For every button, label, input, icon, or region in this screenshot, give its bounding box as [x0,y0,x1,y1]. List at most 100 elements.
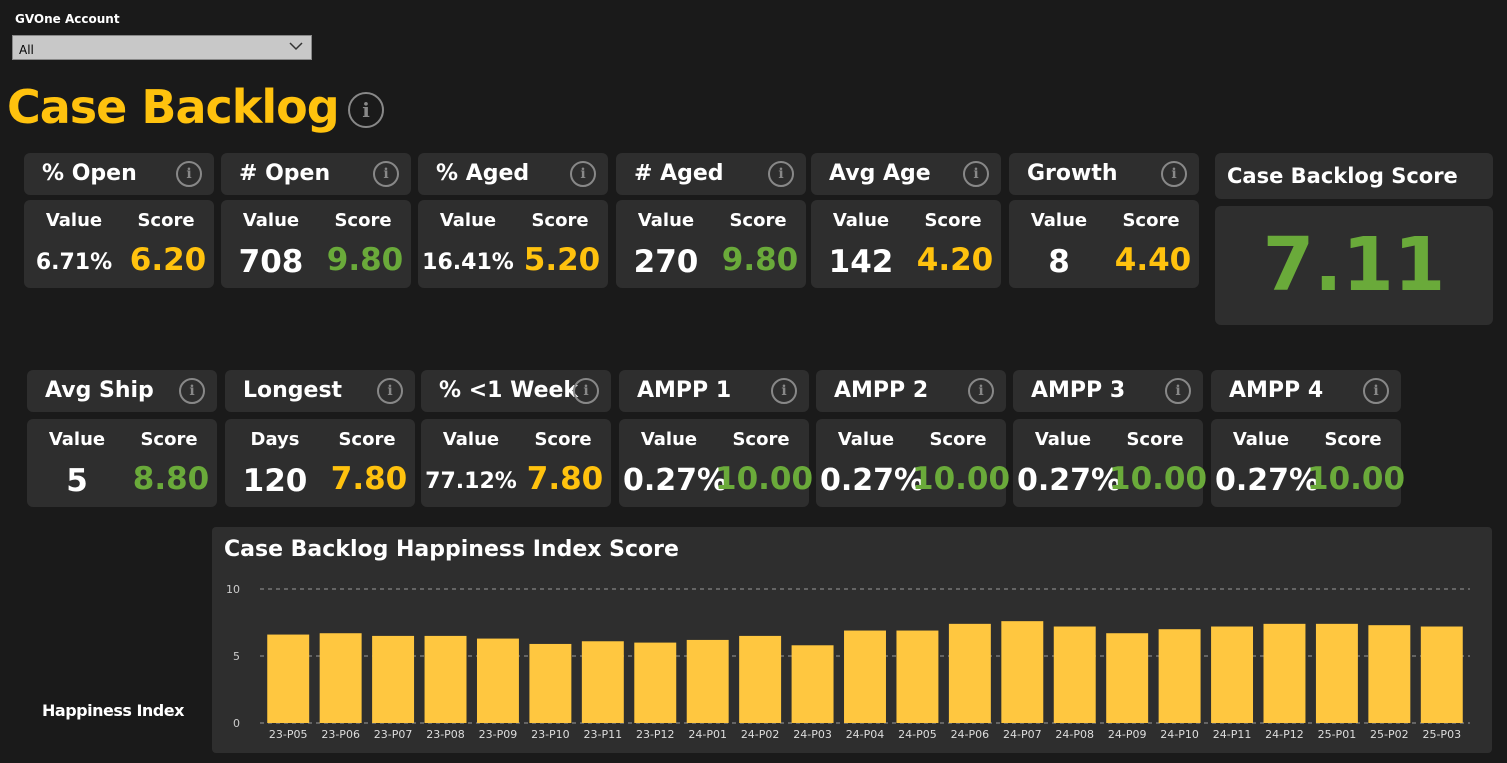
metric-title: AMPP 2 [834,378,929,403]
y-tick-label: 0 [233,717,240,730]
metric-card: Value Score 8 4.40 [1009,200,1199,288]
x-tick-label: 23-P08 [426,728,465,741]
metric-title: AMPP 3 [1031,378,1126,403]
chart-bar[interactable] [267,634,310,723]
metric-col2-label: Score [140,429,198,450]
metric-value: 142 [828,244,894,280]
info-icon[interactable]: i [179,378,205,404]
metric-score: 10.00 [715,461,814,497]
chart-bar[interactable] [1368,625,1411,723]
metric-header: % <1 Week i [421,370,611,412]
metric-header: Longest i [225,370,415,412]
metric-header: AMPP 1 i [619,370,809,412]
metric-header: Avg Age i [811,153,1001,195]
account-filter-dropdown[interactable]: All [12,35,312,60]
chart-bar[interactable] [739,635,782,723]
backlog-score-card: 7.11 [1215,206,1493,325]
metric-col2-label: Score [334,210,392,231]
metric-score: 10.00 [1307,461,1406,497]
y-tick-label: 5 [233,650,240,663]
metric-col2-label: Score [531,210,589,231]
metric-col1-label: Value [439,210,497,231]
metric-value: 0.27% [1017,463,1122,498]
metric-header: % Aged i [418,153,608,195]
info-icon[interactable]: i [373,161,399,187]
chart-bar[interactable] [686,639,729,723]
metric-card: Value Score 0.27% 10.00 [816,419,1010,507]
metric-col2-label: Score [1122,210,1180,231]
chart-bar[interactable] [1158,629,1201,723]
chart-bar[interactable] [581,641,624,723]
metric-col2-label: Score [534,429,592,450]
metric-header: # Aged i [616,153,806,195]
metric-score: 5.20 [523,242,601,278]
chart-bar[interactable] [1053,626,1096,723]
chart-bar[interactable] [1106,633,1149,723]
metric-header: AMPP 2 i [816,370,1006,412]
chart-bar[interactable] [529,643,572,723]
chart-bar[interactable] [791,645,834,723]
x-tick-label: 24-P02 [741,728,780,741]
info-icon[interactable]: i [768,161,794,187]
info-icon[interactable]: i [1363,378,1389,404]
x-tick-label: 23-P05 [269,728,308,741]
metric-card: Value Score 6.71% 6.20 [24,200,214,288]
info-icon[interactable]: i [570,161,596,187]
x-tick-label: 23-P06 [321,728,360,741]
metric-score: 4.20 [916,242,994,278]
metric-value: 0.27% [1215,463,1320,498]
info-icon[interactable]: i [1165,378,1191,404]
info-icon[interactable]: i [963,161,989,187]
info-icon[interactable]: i [176,161,202,187]
metric-title: AMPP 1 [637,378,732,403]
account-filter-label: GVOne Account [15,12,120,26]
metric-col1-label: Value [637,210,695,231]
info-icon[interactable]: i [771,378,797,404]
chart-bar[interactable] [896,630,939,723]
metric-value: 5 [66,463,88,499]
metric-card: Value Score 142 4.20 [811,200,1001,288]
chart-bar[interactable] [372,635,415,723]
chart-bar[interactable] [844,630,886,723]
chart-bar[interactable] [1420,626,1463,723]
metric-col1-label: Value [1030,210,1088,231]
x-tick-label: 24-P12 [1265,728,1304,741]
metric-col2-label: Score [924,210,982,231]
info-icon[interactable]: i [573,378,599,404]
metric-col1-label: Value [1034,429,1092,450]
chart-bar[interactable] [424,635,467,723]
happiness-index-label: Happiness Index [42,701,184,720]
metric-title: Growth [1027,161,1118,186]
metric-card: Value Score 77.12% 7.80 [421,419,611,507]
metric-value: 0.27% [820,463,925,498]
info-icon[interactable]: i [377,378,403,404]
chart-bar[interactable] [1315,623,1358,723]
chart-title: Case Backlog Happiness Index Score [224,537,679,562]
metric-value: 0.27% [623,463,728,498]
chart-bar[interactable] [1001,621,1044,723]
metric-score: 9.80 [721,242,799,278]
happiness-chart: 0 5 10 23-P05 23-P06 23-P07 23-P08 23-P09 23-P10… [226,583,1470,741]
chart-bar[interactable] [948,623,991,723]
chart-bar[interactable] [319,633,362,723]
metric-value: 270 [633,244,699,280]
chart-bar[interactable] [476,638,519,723]
info-icon[interactable]: i [968,378,994,404]
info-icon[interactable]: i [348,92,384,128]
info-icon[interactable]: i [1161,161,1187,187]
chart-bar[interactable] [634,642,677,723]
metric-card: Value Score 0.27% 10.00 [619,419,814,507]
x-tick-label: 25-P03 [1422,728,1461,741]
metric-title: % <1 Week [439,378,579,403]
metric-title: AMPP 4 [1229,378,1324,403]
x-tick-label: 24-P04 [846,728,885,741]
happiness-chart-panel: Case Backlog Happiness Index Score 0 5 10 2… [212,527,1492,753]
metric-col1-label: Value [1232,429,1290,450]
metric-col1-label: Value [45,210,103,231]
metric-score: 4.40 [1114,242,1192,278]
metric-header: # Open i [221,153,411,195]
metric-title: Longest [243,378,343,403]
x-tick-label: 24-P06 [951,728,990,741]
chart-bar[interactable] [1211,626,1254,723]
chart-bar[interactable] [1263,623,1306,723]
